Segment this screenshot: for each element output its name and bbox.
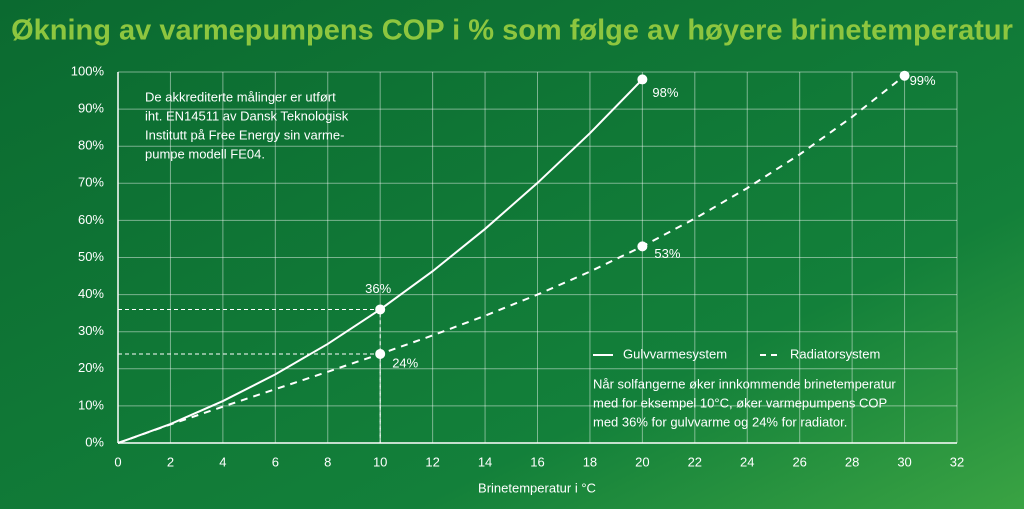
point-label: 36% bbox=[365, 281, 391, 296]
note-line: pumpe modell FE04. bbox=[145, 146, 265, 161]
y-tick-label: 40% bbox=[78, 286, 104, 301]
point-label: 24% bbox=[392, 355, 418, 370]
y-tick-label: 90% bbox=[78, 101, 104, 116]
x-tick-label: 0 bbox=[114, 454, 121, 469]
point-label: 99% bbox=[910, 73, 936, 88]
x-tick-label: 22 bbox=[688, 454, 702, 469]
x-tick-label: 32 bbox=[950, 454, 964, 469]
x-tick-label: 12 bbox=[425, 454, 439, 469]
legend-label: Radiatorsystem bbox=[790, 346, 880, 361]
caption-line: Når solfangerne øker innkommende brinete… bbox=[593, 376, 896, 391]
x-tick-label: 8 bbox=[324, 454, 331, 469]
x-axis-label: Brinetemperatur i °C bbox=[478, 480, 596, 495]
x-tick-label: 26 bbox=[792, 454, 806, 469]
x-tick-label: 14 bbox=[478, 454, 492, 469]
x-tick-label: 4 bbox=[219, 454, 226, 469]
y-tick-label: 80% bbox=[78, 138, 104, 153]
y-tick-label: 30% bbox=[78, 323, 104, 338]
y-tick-label: 100% bbox=[71, 63, 105, 78]
chart-title: Økning av varmepumpens COP i % som følge… bbox=[11, 15, 1013, 47]
y-tick-label: 50% bbox=[78, 249, 104, 264]
point-label: 98% bbox=[652, 85, 678, 100]
note-line: Institutt på Free Energy sin varme- bbox=[145, 127, 344, 142]
note-line: iht. EN14511 av Dansk Teknologisk bbox=[145, 108, 349, 123]
y-tick-label: 20% bbox=[78, 360, 104, 375]
point-label: 53% bbox=[654, 246, 680, 261]
point bbox=[637, 241, 648, 252]
x-tick-label: 18 bbox=[583, 454, 597, 469]
legend-label: Gulvvarmesystem bbox=[623, 346, 727, 361]
caption-line: med 36% for gulvvarme og 24% for radiato… bbox=[593, 414, 847, 429]
x-tick-label: 30 bbox=[897, 454, 911, 469]
note-line: De akkrediterte målinger er utført bbox=[145, 89, 336, 104]
point bbox=[375, 348, 386, 359]
point bbox=[375, 304, 386, 315]
x-tick-label: 16 bbox=[530, 454, 544, 469]
y-tick-label: 10% bbox=[78, 397, 104, 412]
x-tick-label: 2 bbox=[167, 454, 174, 469]
y-tick-label: 0% bbox=[85, 434, 104, 449]
y-tick-label: 70% bbox=[78, 175, 104, 190]
caption-line: med for eksempel 10°C, øker varmepumpens… bbox=[593, 395, 887, 410]
x-tick-label: 20 bbox=[635, 454, 649, 469]
x-tick-label: 24 bbox=[740, 454, 754, 469]
x-tick-label: 10 bbox=[373, 454, 387, 469]
line-series bbox=[117, 74, 906, 444]
x-tick-label: 6 bbox=[272, 454, 279, 469]
y-tick-label: 60% bbox=[78, 212, 104, 227]
point bbox=[637, 74, 648, 85]
point bbox=[899, 70, 910, 81]
x-tick-label: 28 bbox=[845, 454, 859, 469]
